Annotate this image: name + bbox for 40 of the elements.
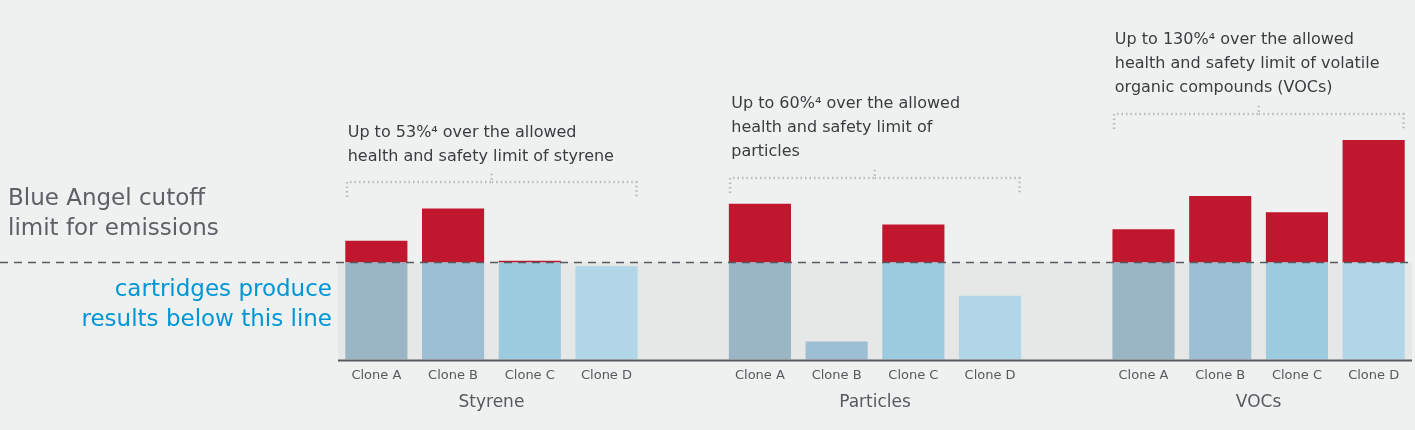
text: VOCs — [1235, 391, 1282, 412]
bar — [1189, 195, 1252, 263]
x-tick-label: Clone D — [580, 366, 633, 382]
ref-line-label: Blue Angel cutoff limit for emissions — [8, 183, 219, 240]
bar — [805, 341, 868, 360]
bar — [1342, 140, 1405, 263]
x-tick-label: Clone C — [1271, 366, 1322, 382]
annotation: Up to 53%⁴ over the allowed health and safety limit of styrene — [347, 121, 614, 165]
text: Particles — [839, 391, 911, 412]
bar — [1112, 262, 1175, 360]
x-tick-label: Clone C — [888, 366, 939, 382]
bar — [575, 266, 638, 360]
bar — [728, 203, 791, 263]
x-tick-label: Clone D — [1348, 366, 1400, 382]
bar — [422, 208, 485, 263]
bar — [959, 295, 1022, 360]
annotation: Up to 60%⁴ over the allowed health and safety limit of particles — [731, 92, 961, 160]
x-tick-label: Clone B — [811, 366, 862, 382]
bar — [1189, 262, 1252, 360]
x-tick-label: Clone A — [734, 366, 785, 382]
x-tick-label: Clone B — [1195, 366, 1246, 382]
bar — [1265, 262, 1328, 360]
x-tick-label: Clone A — [351, 366, 402, 382]
x-tick-label: Clone B — [428, 366, 479, 382]
bar — [882, 224, 945, 263]
x-tick-label: Clone A — [1118, 366, 1169, 382]
bar — [1265, 212, 1328, 263]
bar — [728, 262, 791, 360]
x-tick-label: Clone D — [964, 366, 1016, 382]
bar — [345, 262, 408, 360]
text: Up to 130%⁴ over the allowed health and safety limit of volatile organic compounds (VOCs) — [1114, 29, 1380, 97]
bar — [1112, 229, 1175, 263]
text: Styrene — [458, 391, 525, 412]
bar — [422, 262, 485, 360]
bar — [882, 262, 945, 360]
band-label: cartridges produce results below this line — [81, 274, 332, 331]
bar — [498, 262, 561, 360]
x-tick-label: Clone C — [504, 366, 555, 382]
bar — [1342, 262, 1405, 360]
bar — [345, 240, 408, 263]
